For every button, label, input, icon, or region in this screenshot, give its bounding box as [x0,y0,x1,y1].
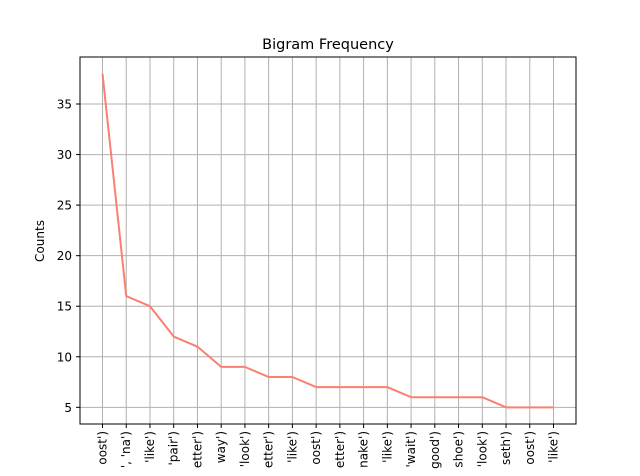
plot-area-frame [79,56,577,425]
x-tick-label: etter') [333,431,347,468]
x-tick-label: etter') [190,431,204,468]
y-tick-label: 35 [57,98,72,112]
y-tick-label: 10 [57,350,72,364]
x-axis-ticks: oost') ', 'na') 'like') 'pair') etter') way')… [96,424,561,469]
x-tick-label: oost') [309,431,323,465]
grid [80,57,576,424]
x-tick-label: 'like') [285,431,299,463]
chart-title: Bigram Frequency [262,37,394,53]
y-tick-label: 25 [57,199,72,213]
series-line [101,73,554,409]
x-tick-label: 'like') [143,431,157,463]
x-tick-label: ', 'na') [119,431,133,468]
y-tick-label: 30 [57,148,72,162]
x-tick-label: nake') [357,431,371,468]
x-tick-label: way') [214,431,228,463]
y-tick-label: 5 [64,401,72,415]
x-tick-label: oost') [96,431,110,465]
x-tick-label: 'look') [475,431,489,467]
y-axis-label: Counts [33,220,47,262]
y-axis-ticks: 5 10 15 20 25 30 35 [57,98,80,415]
x-tick-label: 'wait') [404,431,418,468]
x-tick-label: seth') [499,431,513,465]
x-tick-label: good') [428,431,442,469]
y-tick-label: 15 [57,300,72,314]
x-tick-label: 'like') [547,431,561,463]
x-tick-label: oost') [523,431,537,465]
x-tick-label: shoe') [452,431,466,468]
x-tick-label: etter') [262,431,276,468]
x-tick-label: 'pair') [167,431,181,466]
x-tick-label: 'look') [238,431,252,467]
y-tick-label: 20 [57,249,72,263]
x-tick-label: 'like') [380,431,394,463]
